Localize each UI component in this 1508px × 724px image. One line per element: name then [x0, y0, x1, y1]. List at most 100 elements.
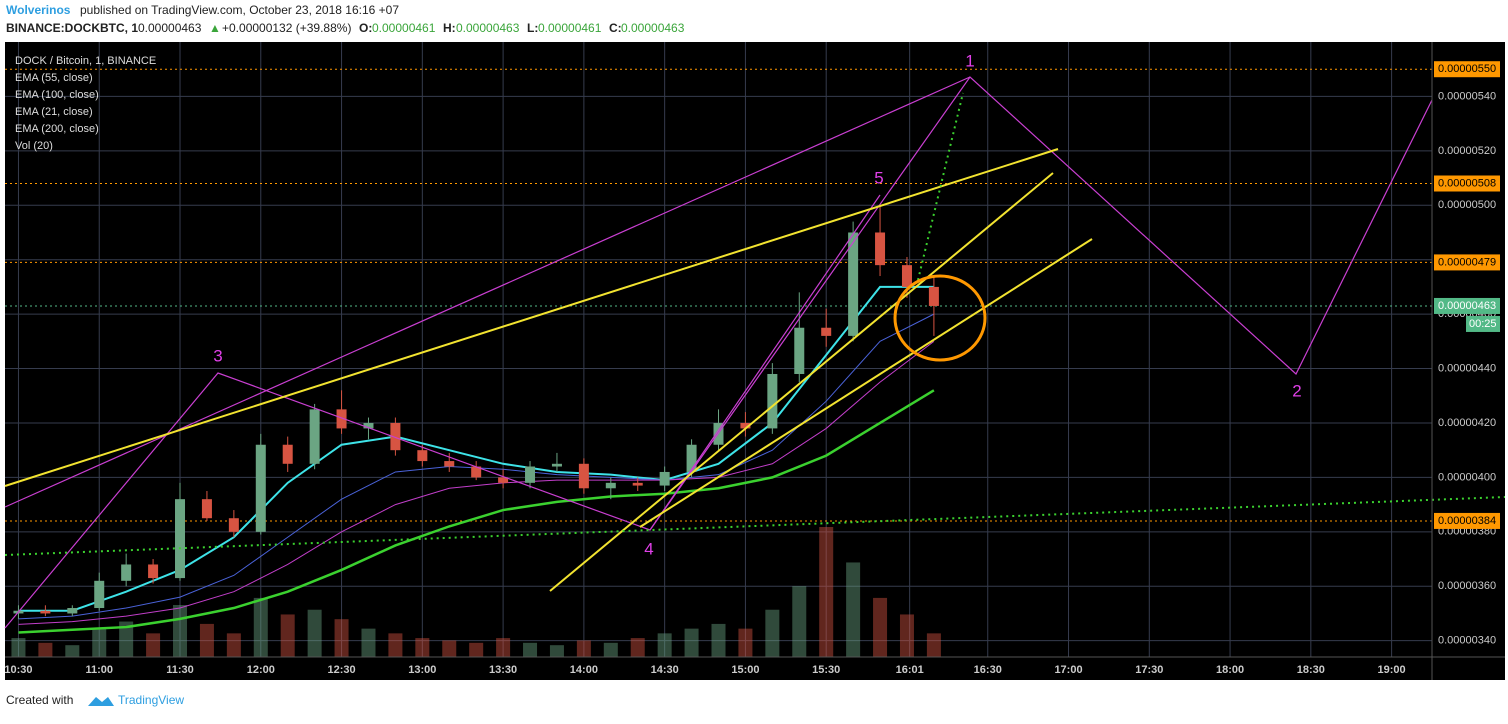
footer-created: Created with [6, 693, 73, 707]
wave-label: 3 [213, 346, 222, 365]
wave-label: 1 [965, 51, 974, 70]
volume-bar [92, 628, 107, 657]
h-label: H: [443, 21, 456, 35]
volume-bar [765, 609, 780, 657]
x-tick-label: 11:00 [85, 664, 113, 676]
footer-bg [0, 680, 1508, 719]
x-tick-label: 17:00 [1054, 664, 1082, 676]
volume [11, 527, 941, 657]
chart-area [5, 42, 1505, 680]
candle-body [390, 422, 401, 451]
level-label: 0.00000463 [1438, 300, 1496, 312]
volume-bar [11, 638, 26, 657]
volume-bar [38, 642, 53, 657]
x-tick-label: 10:30 [4, 664, 32, 676]
l-value: 0.00000461 [538, 21, 602, 35]
x-tick-label: 14:30 [651, 664, 679, 676]
c-label: C: [609, 21, 622, 35]
last: 0.00000463 [138, 21, 202, 35]
candle-body [363, 422, 374, 429]
legend: DOCK / Bitcoin, 1, BINANCE EMA (55, clos… [15, 55, 156, 152]
volume-bar [873, 597, 888, 657]
x-tick-label: 15:00 [731, 664, 759, 676]
candle-body [605, 482, 616, 489]
legend-item: EMA (21, close) [15, 106, 93, 118]
volume-bar [65, 645, 80, 657]
candle-body [471, 466, 482, 478]
level-tag [1434, 61, 1500, 78]
x-tick-label: 13:30 [489, 664, 517, 676]
x-tick-label: 14:00 [570, 664, 598, 676]
change: +0.00000132 (+39.88%) [222, 21, 351, 35]
x-tick-label: 18:30 [1297, 664, 1325, 676]
wave-path [4, 76, 1433, 629]
wave-labels: 1 2 3 4 5 [213, 51, 1301, 558]
candle-body [794, 327, 805, 374]
candle-body [686, 444, 697, 472]
c-value: 0.00000463 [621, 21, 685, 35]
arrow: ▲ [209, 21, 221, 35]
o-label: O: [359, 21, 372, 35]
volume-bar [549, 645, 564, 657]
trend-line [4, 148, 1059, 487]
candle-body [94, 580, 105, 609]
candle-body [121, 564, 132, 581]
candle-body [282, 444, 293, 464]
ohlc-line: BINANCE:DOCKBTC, 1 0.00000463 ▲ +0.00000… [6, 21, 685, 35]
grid [5, 42, 1432, 657]
legend-item: EMA (55, close) [15, 72, 93, 84]
candle-body [848, 232, 859, 336]
published: published on TradingView.com, October 23… [80, 3, 399, 17]
x-tick-label: 16:30 [974, 664, 1002, 676]
x-tick-label: 13:00 [408, 664, 436, 676]
y-tick-label: 0.00000540 [1438, 90, 1496, 102]
candle-body [67, 608, 78, 614]
wave-label: 5 [874, 168, 883, 187]
volume-bar [442, 640, 457, 657]
candle-body [525, 466, 536, 483]
ema-line [18, 285, 934, 612]
o-value: 0.00000461 [372, 21, 436, 35]
candle-body [309, 409, 320, 464]
volume-bar [307, 609, 322, 657]
x-tick-label: 12:00 [247, 664, 275, 676]
x-tick-label: 12:30 [327, 664, 355, 676]
trend-line [549, 172, 1054, 592]
candle-body [148, 564, 159, 579]
volume-bar [926, 633, 941, 657]
volume-bar [226, 633, 241, 657]
x-tick-label: 15:30 [812, 664, 840, 676]
trend-line [639, 238, 1093, 528]
candle-body [551, 463, 562, 467]
y-tick-label: 0.00000520 [1438, 145, 1496, 157]
countdown: 00:25 [1469, 318, 1497, 330]
volume-bar [469, 642, 484, 657]
symbol: BINANCE:DOCKBTC, 1 [6, 21, 138, 35]
volume-bar [523, 642, 538, 657]
candle-body [336, 409, 347, 429]
legend-item: EMA (200, close) [15, 123, 99, 135]
highlight-circle [893, 274, 987, 362]
level-tag [1434, 512, 1500, 529]
axes: 0.000003400.000003600.000003800.00000400… [4, 61, 1500, 676]
wave-label: 4 [644, 539, 653, 558]
y-tick-label: 0.00000400 [1438, 471, 1496, 483]
candle-body [659, 471, 670, 486]
candle-body [201, 499, 212, 519]
candle-body [928, 286, 939, 306]
dotted-target [917, 92, 964, 281]
candle-body [578, 463, 589, 489]
volume-bar [576, 640, 591, 657]
volume-bar [361, 628, 376, 657]
dotted-line [4, 496, 1506, 556]
candle-body [444, 461, 455, 467]
candle-body [498, 477, 509, 483]
volume-bar [899, 614, 914, 657]
l-label: L: [527, 21, 538, 35]
x-tick-label: 11:30 [166, 664, 194, 676]
author: Wolverinos [6, 3, 71, 17]
level-label: 0.00000384 [1438, 515, 1496, 527]
candle-body [40, 610, 51, 614]
y-tick-label: 0.00000340 [1438, 635, 1496, 647]
candle-body [821, 327, 832, 336]
